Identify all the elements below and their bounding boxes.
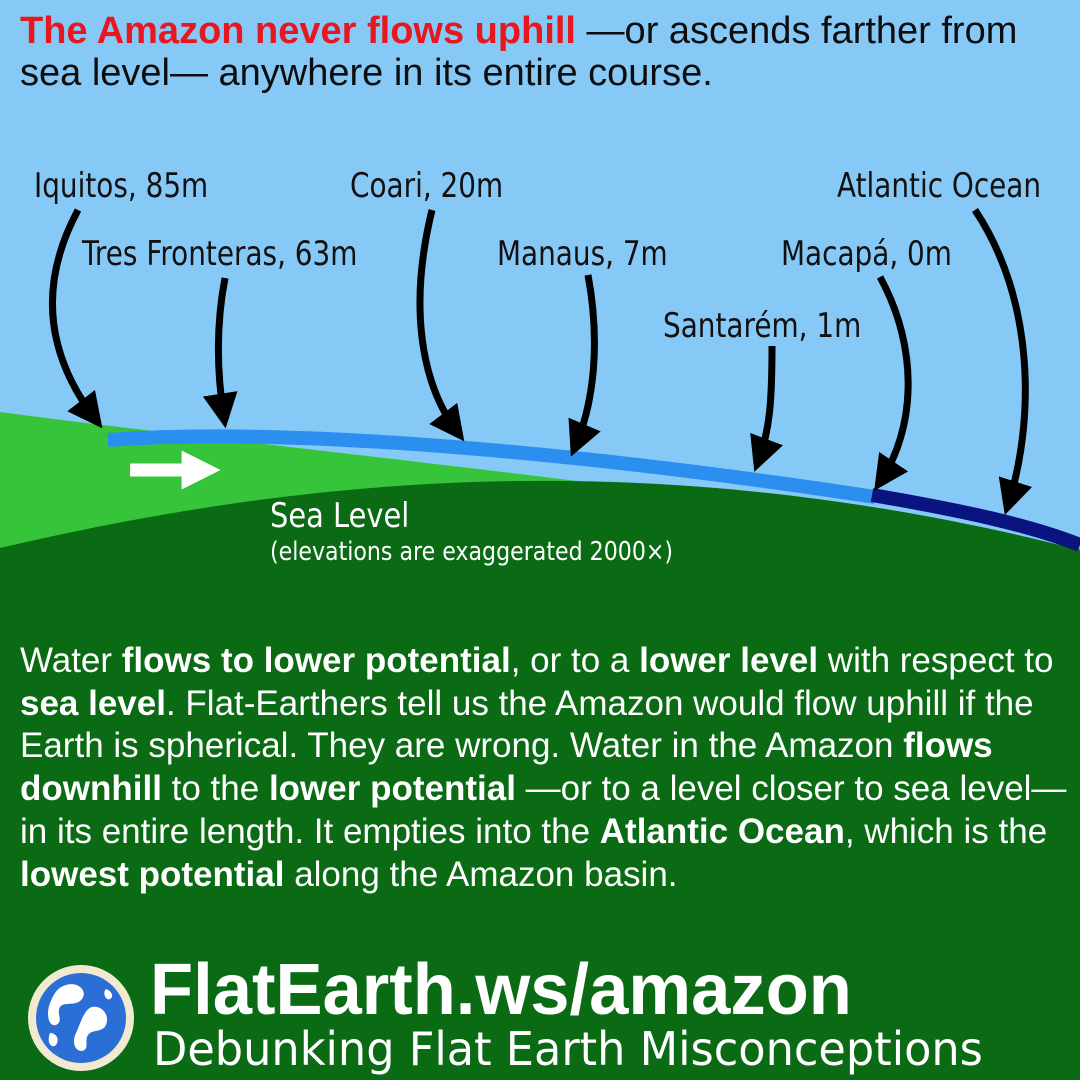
headline-highlight: The Amazon never flows uphill xyxy=(20,10,576,52)
body-bold-6: Atlantic Ocean xyxy=(599,811,845,851)
arrow-coari xyxy=(416,209,465,442)
body-bold-2: lower level xyxy=(639,641,819,680)
label-iquitos: Iquitos, 85m xyxy=(34,166,209,206)
site-url: FlatEarth.ws/amazon xyxy=(150,950,852,1030)
headline-rest: —or ascends farther from sea level— anyw… xyxy=(20,10,1018,94)
sea-level-note: (elevations are exaggerated 2000×) xyxy=(270,537,674,567)
headline: The Amazon never flows uphill —or ascend… xyxy=(20,10,1070,94)
body-text-3: with respect to xyxy=(818,641,1054,680)
body-text-1: Water xyxy=(20,641,122,680)
river xyxy=(107,429,877,504)
body-text-4: . Flat-Earthers tell us the Amazon would… xyxy=(20,683,1034,766)
explanation-paragraph: Water flows to lower potential, or to a … xyxy=(20,640,1070,896)
sea-level-label: Sea Level xyxy=(270,496,410,536)
land-dark xyxy=(0,480,1080,1080)
body-bold-4: flows downhill xyxy=(20,726,993,809)
body-bold-3: sea level xyxy=(20,683,166,723)
label-tres-fronteras: Tres Fronteras, 63m xyxy=(82,234,358,274)
globe-logo-icon xyxy=(28,965,134,1071)
arrow-macapa xyxy=(874,275,912,491)
label-manaus: Manaus, 7m xyxy=(497,234,668,274)
tagline: Debunking Flat Earth Misconceptions xyxy=(153,1022,983,1076)
body-bold-5: lower potential xyxy=(268,769,516,809)
body-text-5: to the xyxy=(161,769,269,809)
body-text-2: , or to a xyxy=(510,641,640,680)
label-macapa: Macapá, 0m xyxy=(781,234,952,274)
label-santarem: Santarém, 1m xyxy=(663,306,862,346)
arrow-atlantic xyxy=(972,208,1033,516)
body-text-7: , which is the xyxy=(844,811,1048,851)
arrow-santarem xyxy=(750,345,783,472)
body-bold-1: flows to lower potential xyxy=(121,641,511,680)
arrow-manaus xyxy=(568,274,601,457)
body-bold-7: lowest potential xyxy=(20,854,285,894)
ocean xyxy=(870,488,1080,552)
body-text-6: —or to a level closer to sea level— in i… xyxy=(20,769,1067,851)
body-text-8: along the Amazon basin. xyxy=(284,854,678,894)
pointer-arrows xyxy=(49,208,1033,516)
label-coari: Coari, 20m xyxy=(350,166,504,206)
label-atlantic-ocean: Atlantic Ocean xyxy=(837,166,1042,206)
arrow-iquitos xyxy=(49,208,103,429)
arrow-tres-fronteras xyxy=(202,277,238,429)
